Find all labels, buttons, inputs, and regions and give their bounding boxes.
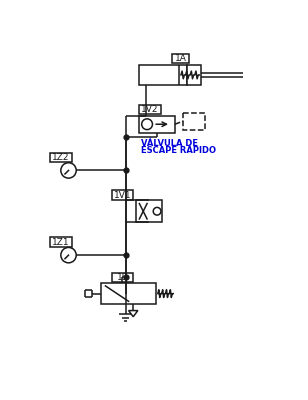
Bar <box>140 116 175 133</box>
Circle shape <box>61 248 76 263</box>
Circle shape <box>61 163 76 178</box>
Bar <box>172 54 189 64</box>
Text: 1Z1: 1Z1 <box>52 238 70 246</box>
Text: 1Z2: 1Z2 <box>52 153 70 162</box>
Bar <box>187 65 201 85</box>
Bar <box>112 190 133 200</box>
Bar <box>140 65 187 85</box>
Bar <box>112 273 133 282</box>
Circle shape <box>142 119 152 130</box>
Text: 1V2: 1V2 <box>141 105 159 114</box>
Text: ESCAPE RÁPIDO: ESCAPE RÁPIDO <box>141 146 216 155</box>
Text: VÁLVULA DE: VÁLVULA DE <box>141 139 198 148</box>
Text: 1A: 1A <box>175 54 187 63</box>
Text: 1V1: 1V1 <box>114 190 131 200</box>
Bar <box>136 200 163 222</box>
Bar <box>183 113 205 130</box>
Polygon shape <box>129 310 138 317</box>
Bar <box>50 153 72 162</box>
Bar <box>101 283 156 304</box>
Bar <box>140 105 161 114</box>
Circle shape <box>153 207 161 215</box>
Bar <box>50 238 72 247</box>
Text: 1S: 1S <box>117 273 128 282</box>
